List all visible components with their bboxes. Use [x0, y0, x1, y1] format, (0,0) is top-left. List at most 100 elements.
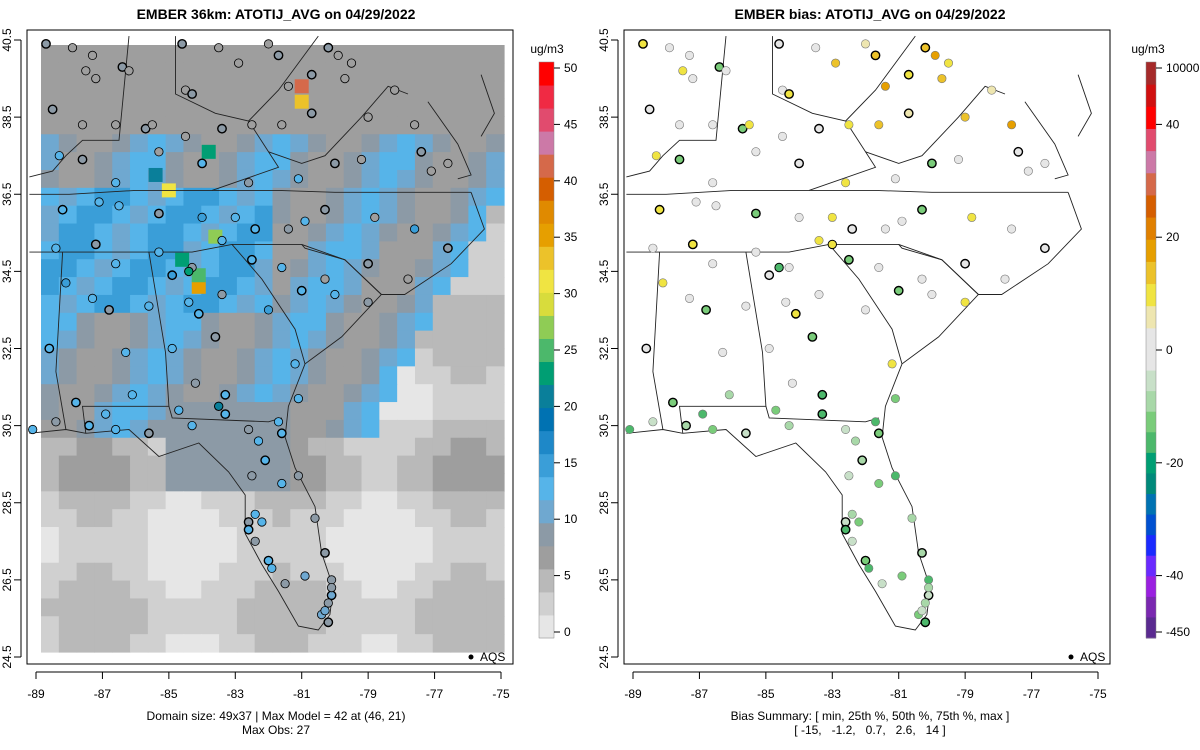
bias-point — [724, 390, 734, 400]
grid-cell — [343, 419, 363, 439]
grid-cell — [486, 98, 505, 118]
grid-cell — [130, 437, 149, 457]
grid-cell — [76, 598, 96, 617]
bias-point — [691, 197, 701, 207]
grid-cell — [397, 294, 416, 314]
grid-cell — [450, 384, 469, 403]
colorbar-swatch — [1146, 452, 1156, 474]
station-point — [247, 120, 257, 130]
grid-cell — [290, 366, 309, 385]
grid-cell — [201, 62, 220, 82]
grid-cell — [379, 562, 398, 582]
grid-cell — [58, 223, 78, 242]
bias-point — [751, 208, 761, 219]
boundary-line — [29, 192, 485, 631]
station-point — [91, 74, 101, 84]
grid-cell — [361, 384, 380, 403]
grid-cell — [183, 402, 202, 421]
station-point — [217, 289, 227, 300]
grid-cell — [219, 294, 238, 314]
grid-cell — [254, 366, 274, 385]
station-point — [210, 331, 221, 342]
grid-cell — [468, 366, 487, 385]
grid-cell — [308, 241, 327, 260]
grid-cell — [343, 598, 363, 617]
grid-cell — [41, 134, 60, 153]
grid-cell — [432, 187, 452, 207]
bias-point — [625, 424, 635, 434]
bias-point — [890, 174, 900, 184]
state-boundaries — [626, 35, 1092, 631]
grid-cell — [58, 98, 78, 118]
grid-cell — [432, 169, 452, 189]
grid-cell — [76, 312, 96, 332]
station-point — [111, 424, 121, 435]
grid-cell — [272, 98, 291, 118]
grid-cell — [41, 294, 60, 314]
legend-marker-icon — [468, 654, 474, 660]
grid-cell — [94, 419, 113, 439]
grid-cell — [147, 348, 167, 367]
grid-cell — [486, 580, 505, 600]
grid-cell — [325, 348, 345, 367]
station-point — [273, 50, 284, 61]
grid-cell — [325, 384, 345, 403]
grid-cell — [94, 152, 113, 171]
grid-cell — [450, 491, 469, 510]
grid-cell — [486, 205, 505, 225]
grid-cell — [112, 491, 131, 510]
bias-point — [847, 224, 858, 234]
grid-cell — [468, 45, 487, 64]
grid-cell — [450, 455, 469, 475]
grid-cell — [432, 98, 452, 118]
station-point — [320, 274, 330, 284]
grid-cell — [272, 169, 291, 189]
bias-point — [860, 555, 871, 566]
grid-cell — [147, 616, 167, 635]
grid-cell — [112, 152, 131, 171]
grid-cell — [130, 330, 149, 350]
grid-cell — [343, 509, 363, 528]
bias-point — [688, 74, 698, 84]
boundary-line — [248, 35, 319, 122]
station-point — [250, 224, 261, 234]
colorbar-swatch — [1146, 84, 1156, 107]
grid-cell — [165, 80, 185, 100]
grid-cell — [468, 80, 487, 100]
grid-cell — [379, 455, 398, 475]
bias-point — [1000, 274, 1010, 284]
colorbar-swatch — [539, 62, 554, 86]
grid-cell — [379, 491, 398, 510]
grid-cell — [308, 402, 327, 421]
colorbar-swatch — [1146, 350, 1156, 372]
grid-cell — [361, 509, 380, 528]
grid-cell — [468, 544, 487, 564]
station-point — [193, 308, 204, 319]
grid-cell — [183, 187, 202, 207]
grid-cell — [361, 366, 380, 385]
grid-cell — [183, 169, 202, 189]
bias-point — [721, 66, 731, 76]
colorbar-tick-label: -450 — [1166, 625, 1190, 639]
grid-cell — [183, 437, 202, 457]
grid-cell — [290, 223, 309, 242]
grid-cell — [183, 45, 202, 64]
grid-cell — [112, 294, 131, 314]
grid-cell — [361, 598, 380, 617]
grid-cell — [147, 634, 167, 653]
grid-cell — [272, 152, 291, 171]
x-tick-label: -89 — [27, 687, 45, 701]
station-point — [101, 409, 111, 419]
grid-cell — [414, 527, 434, 546]
station-point — [323, 42, 334, 53]
bias-point — [874, 262, 884, 272]
bias-point — [701, 304, 711, 315]
grid-cell — [414, 348, 434, 367]
y-tick-label: 36.5 — [597, 182, 611, 206]
grid-cell — [183, 562, 202, 582]
station-point — [81, 66, 91, 76]
station-point — [71, 397, 81, 408]
grid-cell — [130, 402, 149, 421]
grid-cell — [236, 152, 256, 171]
grid-cell — [183, 223, 202, 242]
